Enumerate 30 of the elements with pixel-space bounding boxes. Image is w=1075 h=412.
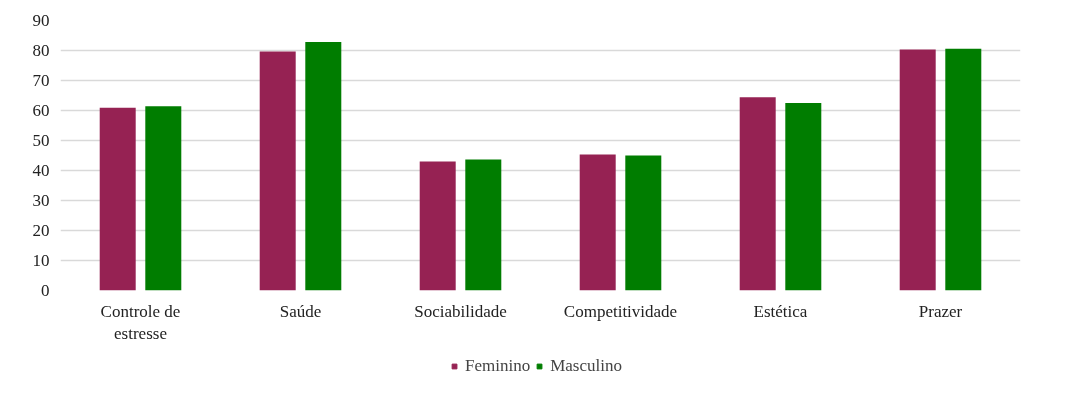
x-tick-label: Estética (753, 301, 808, 321)
y-tick-label: 0 (41, 281, 50, 300)
y-tick-label: 90 (32, 11, 50, 30)
y-tick-label: 50 (32, 131, 50, 150)
x-tick-label: Prazer (918, 301, 963, 321)
legend-label: Masculino (550, 356, 622, 376)
y-tick-label: 30 (32, 191, 50, 210)
y-tick-label: 20 (32, 221, 50, 240)
bar (305, 42, 342, 291)
y-tick-label: 80 (32, 41, 50, 60)
bar (945, 48, 982, 291)
bar (739, 97, 776, 291)
x-tick-label: Controle de estresse (100, 301, 181, 344)
bar (579, 154, 616, 291)
bar (419, 161, 456, 291)
x-tick-label: Saúde (279, 301, 322, 321)
y-tick-label: 70 (32, 71, 50, 90)
bar (99, 107, 136, 291)
bar (899, 49, 936, 291)
y-tick-label: 60 (32, 101, 50, 120)
bar (785, 103, 822, 291)
x-tick-label: Competitividade (563, 301, 678, 321)
y-tick-label: 40 (32, 161, 50, 180)
x-tick-label: Sociabilidade (414, 301, 507, 321)
legend-label: Feminino (465, 356, 531, 376)
bar (465, 159, 502, 291)
bar (625, 155, 662, 291)
y-tick-label: 10 (32, 251, 50, 270)
bar (259, 51, 296, 291)
bar (145, 106, 182, 291)
